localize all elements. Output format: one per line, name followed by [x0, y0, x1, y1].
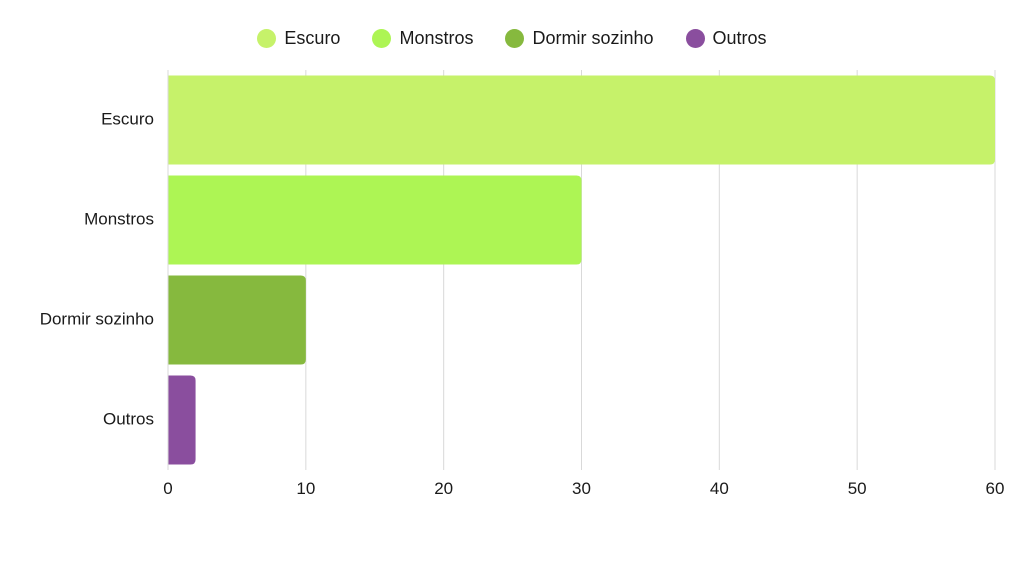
bar[interactable] [168, 75, 995, 165]
legend-label: Escuro [284, 27, 341, 48]
legend-item-outros[interactable]: Outros [685, 27, 767, 49]
x-tick-label: 10 [296, 479, 315, 498]
category-label: Escuro [101, 109, 154, 128]
category-label: Monstros [84, 209, 154, 228]
legend-item-dormir-sozinho[interactable]: Dormir sozinho [505, 27, 654, 49]
category-label: Outros [103, 409, 154, 428]
x-tick-label: 20 [434, 479, 453, 498]
legend-label: Dormir sozinho [532, 27, 654, 48]
legend-swatch [372, 28, 392, 48]
x-tick-label: 0 [163, 479, 172, 498]
category-label: Dormir sozinho [40, 309, 154, 328]
legend-swatch [685, 28, 705, 48]
bar[interactable] [168, 175, 582, 265]
x-tick-label: 40 [710, 479, 729, 498]
x-tick-label: 50 [848, 479, 867, 498]
legend-item-monstros[interactable]: Monstros [372, 28, 473, 49]
bar[interactable] [168, 375, 196, 465]
x-tick-label: 60 [986, 479, 1005, 498]
legend-swatch [505, 28, 525, 48]
legend-swatch [257, 28, 277, 48]
x-tick-label: 30 [572, 479, 591, 498]
legend-item-escuro[interactable]: Escuro [257, 28, 340, 49]
legend-label: Monstros [399, 27, 474, 48]
legend-label: Outros [712, 27, 767, 48]
legend: Escuro Monstros Dormir sozinho Outros [0, 24, 1024, 52]
bar[interactable] [168, 275, 306, 365]
